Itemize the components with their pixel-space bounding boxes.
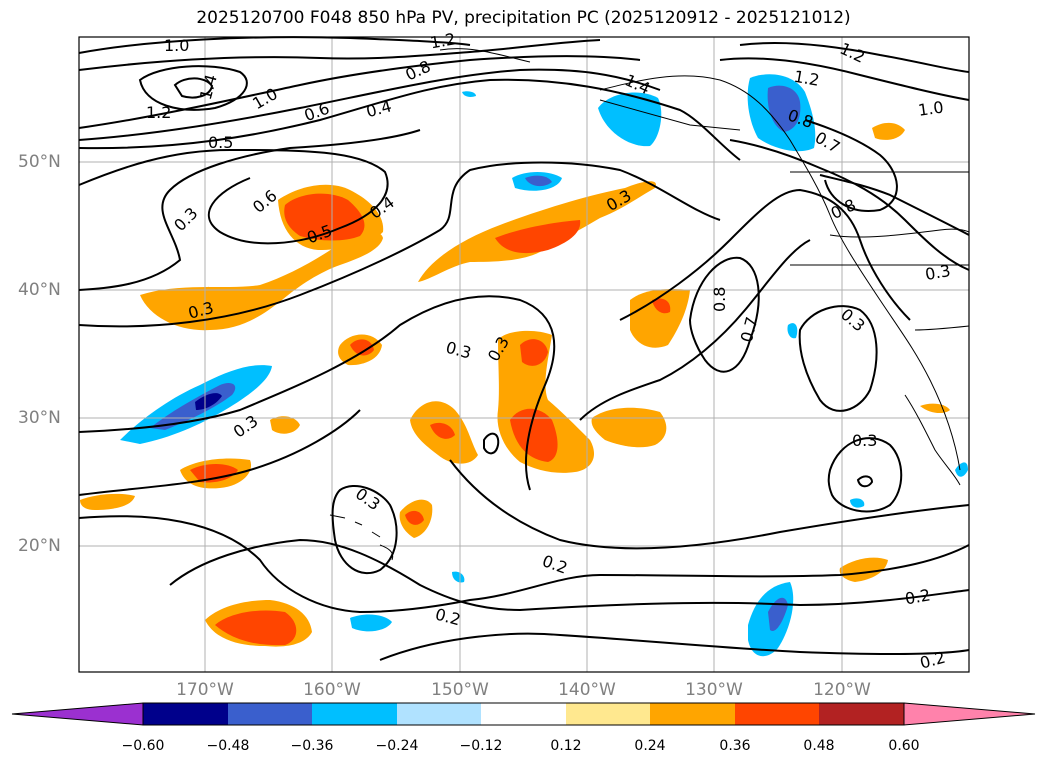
contour-label: 1.2 [429, 29, 457, 52]
contour-label: 1.2 [146, 103, 171, 122]
contour-label: 1.0 [164, 36, 189, 55]
colorbar-tick: 0.24 [634, 738, 666, 754]
lon-label-160w: 160°W [303, 680, 361, 700]
contour-label: 1.2 [792, 67, 820, 90]
lon-label-150w: 150°W [431, 680, 489, 700]
contour-label: 0.2 [903, 585, 931, 608]
contour-label: 1.0 [917, 97, 945, 119]
colorbar-swatch [143, 703, 228, 725]
map-title: 2025120700 F048 850 hPa PV, precipitatio… [196, 8, 851, 28]
colorbar-tick: −0.48 [206, 738, 250, 754]
colorbar-swatch [228, 703, 312, 725]
colorbar-extend-low [11, 702, 144, 726]
colorbar-swatch [819, 703, 904, 725]
colorbar-swatch [566, 703, 650, 725]
colorbar-tick: 0.36 [719, 738, 751, 754]
colorbar-swatch [481, 703, 566, 725]
lon-label-120w: 120°W [813, 680, 871, 700]
pv-contours [78, 36, 970, 661]
map-frame [78, 36, 970, 673]
colorbar-swatch [735, 703, 819, 725]
contour-label: 0.5 [208, 133, 233, 152]
lat-label-30n: 30°N [18, 408, 61, 428]
lat-label-20n: 20°N [18, 536, 61, 556]
colorbar-tick: 0.48 [803, 738, 835, 754]
colorbar-outline [142, 702, 905, 726]
lon-label-140w: 140°W [558, 680, 616, 700]
colorbar-swatch [650, 703, 735, 725]
colorbar-tick: −0.60 [121, 738, 165, 754]
colorbar-tick: −0.36 [290, 738, 334, 754]
colorbar-swatch [397, 703, 481, 725]
colorbar-tick: 0.60 [888, 738, 920, 754]
contour-label: 0.8 [710, 287, 729, 312]
map-panel: 1.0 1.2 1.4 1.0 0.6 0.4 0.5 0.6 0.3 0.5 … [78, 29, 970, 673]
lat-label-50n: 50°N [18, 152, 61, 172]
coastlines [329, 48, 970, 561]
contour-label: 0.3 [852, 431, 877, 450]
lon-label-170w: 170°W [176, 680, 234, 700]
contour-label: 0.3 [924, 261, 952, 284]
graticule [79, 37, 969, 672]
colorbar-tick: −0.24 [375, 738, 419, 754]
lat-label-40n: 40°N [18, 280, 61, 300]
colorbar-extend-high [903, 702, 1036, 726]
colorbar [11, 702, 1036, 726]
lon-label-130w: 130°W [685, 680, 743, 700]
colorbar-swatch [312, 703, 397, 725]
colorbar-tick: 0.12 [550, 738, 582, 754]
colorbar-tick: −0.12 [459, 738, 503, 754]
strong-positive-precip-anomalies [190, 193, 671, 646]
